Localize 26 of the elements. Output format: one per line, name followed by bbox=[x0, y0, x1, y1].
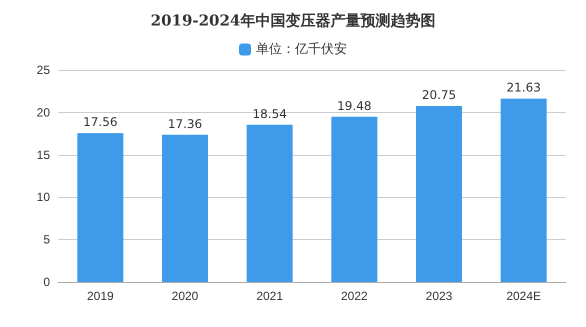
data-label: 18.54 bbox=[252, 106, 287, 121]
x-tick-label: 2019 bbox=[86, 289, 114, 303]
data-label: 19.48 bbox=[337, 98, 372, 113]
data-label: 17.36 bbox=[168, 116, 202, 131]
y-tick-label: 10 bbox=[36, 190, 50, 204]
data-label: 21.63 bbox=[506, 80, 541, 95]
x-tick-label: 2021 bbox=[256, 289, 284, 303]
legend-label: 单位：亿千伏安 bbox=[256, 41, 347, 57]
y-tick-label: 25 bbox=[36, 63, 50, 77]
x-tick-label: 2022 bbox=[340, 289, 368, 303]
bar bbox=[416, 106, 462, 282]
x-tick-label: 2023 bbox=[426, 289, 453, 303]
x-tick-label: 2024E bbox=[506, 289, 542, 303]
data-label: 17.56 bbox=[83, 115, 118, 130]
bar bbox=[77, 133, 124, 282]
bar bbox=[162, 134, 208, 282]
x-tick-label: 2020 bbox=[172, 289, 199, 303]
data-label: 20.75 bbox=[422, 88, 456, 102]
bar bbox=[500, 98, 547, 282]
y-tick-label: 20 bbox=[36, 105, 50, 120]
y-tick-label: 15 bbox=[36, 148, 50, 162]
y-tick-label: 0 bbox=[43, 275, 50, 289]
bar bbox=[331, 116, 378, 282]
y-tick-label: 5 bbox=[43, 232, 50, 247]
chart-title: 2019-2024年中国变压器产量预测趋势图 bbox=[150, 12, 436, 30]
bar bbox=[246, 124, 293, 282]
